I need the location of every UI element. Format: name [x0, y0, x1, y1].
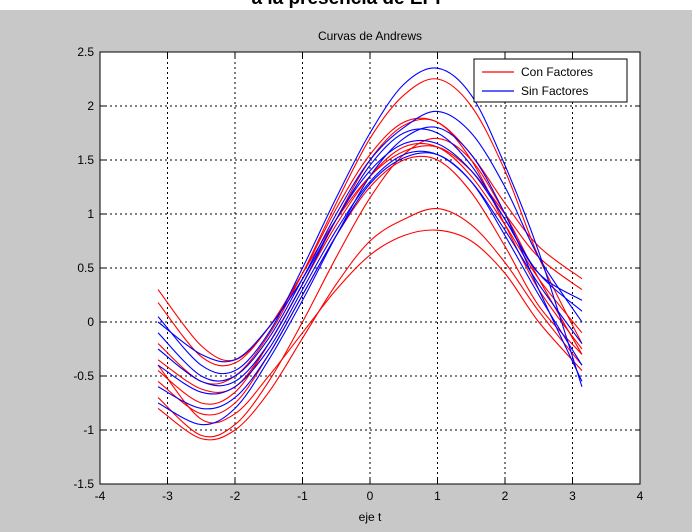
x-tick-label: 1 [434, 489, 441, 503]
series-line-sin-factores [157, 67, 583, 387]
x-tick-label: 0 [367, 489, 374, 503]
legend-label-con-factores: Con Factores [521, 65, 593, 79]
axis-ticks: -4 -3 -2 -1 0 1 2 3 4 -1.5 -1 -0.5 0 0.5 1 1.5 2 2.5 [73, 45, 643, 503]
series-line-con-factores [157, 155, 583, 416]
grid [100, 52, 640, 484]
legend: Con Factores Sin Factores [473, 58, 628, 103]
x-tick-label: 3 [569, 489, 576, 503]
y-tick-label: 1 [87, 207, 94, 221]
series-line-sin-factores [157, 152, 583, 410]
chart-title: Curvas de Andrews [318, 29, 422, 43]
legend-label-sin-factores: Sin Factores [521, 84, 588, 98]
y-tick-label: 0 [87, 315, 94, 329]
series-line-sin-factores [157, 128, 583, 363]
page-title: a la presencia de EPI [0, 0, 692, 10]
x-tick-label: -1 [297, 489, 308, 503]
series-line-con-factores [157, 208, 583, 441]
series-line-con-factores [157, 229, 583, 424]
x-tick-label: -3 [162, 489, 173, 503]
x-tick-label: -4 [95, 489, 106, 503]
legend-box [473, 58, 628, 103]
y-tick-label: -1 [83, 423, 94, 437]
x-tick-label: 4 [637, 489, 644, 503]
series-lines [157, 67, 583, 441]
series-line-sin-factores [157, 126, 583, 426]
y-tick-label: -0.5 [73, 369, 94, 383]
y-tick-label: 2 [87, 99, 94, 113]
x-tick-label: -2 [230, 489, 241, 503]
y-tick-label: 2.5 [77, 45, 94, 59]
series-line-sin-factores [157, 150, 583, 395]
y-tick-label: 1.5 [77, 153, 94, 167]
x-axis-label: eje t [359, 510, 382, 524]
series-line-sin-factores [157, 110, 583, 382]
y-tick-label: 0.5 [77, 261, 94, 275]
y-tick-label: -1.5 [73, 477, 94, 491]
x-tick-label: 2 [502, 489, 509, 503]
